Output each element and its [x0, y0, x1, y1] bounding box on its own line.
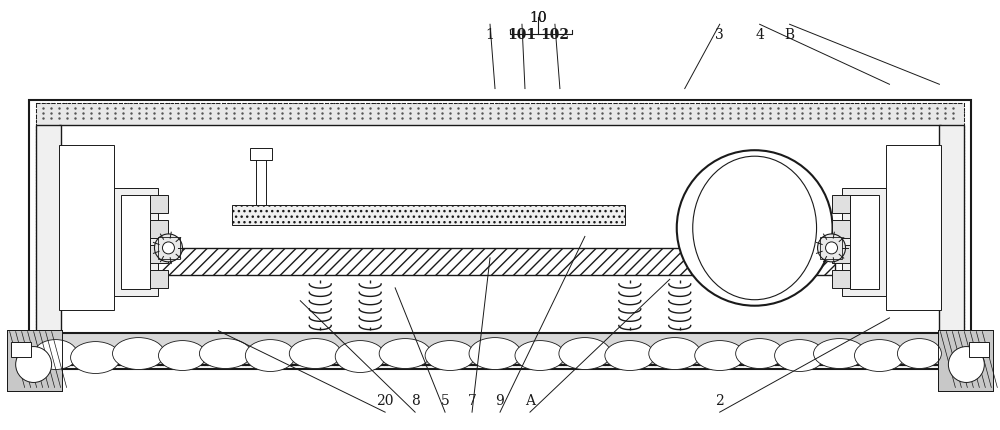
Ellipse shape [335, 341, 385, 372]
Text: 2: 2 [715, 394, 724, 408]
Ellipse shape [469, 338, 521, 369]
Bar [150, 220, 168, 238]
Text: 20: 20 [376, 394, 394, 408]
Bar [939, 125, 964, 333]
Bar [121, 195, 150, 289]
Ellipse shape [855, 340, 904, 372]
Text: 5: 5 [441, 394, 449, 408]
Ellipse shape [775, 340, 825, 372]
Bar [256, 155, 266, 205]
Ellipse shape [425, 341, 475, 371]
Bar [11, 341, 31, 356]
Text: 3: 3 [715, 28, 724, 42]
Bar [29, 333, 971, 365]
Bar [59, 145, 114, 310]
Ellipse shape [113, 338, 164, 369]
Text: 8: 8 [411, 394, 419, 408]
Bar [938, 330, 993, 391]
Bar [150, 270, 168, 288]
Bar [969, 341, 989, 356]
Text: 102: 102 [540, 28, 569, 42]
Circle shape [818, 234, 846, 262]
Bar [36, 125, 61, 333]
Ellipse shape [245, 340, 295, 372]
Bar [36, 103, 964, 365]
Ellipse shape [34, 340, 78, 369]
Ellipse shape [515, 341, 565, 371]
Bar [150, 195, 168, 213]
Circle shape [162, 242, 174, 254]
Ellipse shape [379, 338, 431, 369]
Text: 1: 1 [486, 28, 494, 42]
Bar [832, 195, 850, 213]
Bar [832, 270, 850, 288]
Circle shape [826, 242, 838, 254]
Circle shape [16, 347, 52, 382]
Text: 10: 10 [529, 11, 547, 25]
Bar [842, 188, 886, 296]
Bar [133, 248, 835, 275]
Bar [158, 237, 180, 259]
Bar [232, 205, 625, 225]
Ellipse shape [649, 338, 701, 369]
Bar [938, 330, 993, 391]
Text: 101: 101 [507, 28, 537, 42]
Text: B: B [785, 28, 795, 42]
Ellipse shape [695, 341, 745, 371]
Ellipse shape [736, 338, 784, 369]
Bar [114, 188, 158, 296]
Bar [832, 245, 850, 263]
Circle shape [677, 150, 833, 306]
Text: 9: 9 [496, 394, 504, 408]
Ellipse shape [71, 341, 121, 374]
Bar [59, 125, 941, 333]
Bar [150, 245, 168, 263]
Text: 10: 10 [529, 11, 547, 25]
Ellipse shape [199, 338, 251, 369]
Ellipse shape [897, 338, 941, 369]
Bar [7, 330, 62, 391]
Bar [29, 100, 971, 369]
Circle shape [154, 234, 182, 262]
Bar [832, 220, 850, 238]
Bar [820, 237, 842, 259]
Bar [7, 330, 62, 391]
Circle shape [948, 347, 984, 382]
Text: A: A [525, 394, 535, 408]
Bar [36, 103, 964, 133]
Bar [850, 195, 879, 289]
Ellipse shape [559, 338, 611, 369]
Text: 7: 7 [468, 394, 476, 408]
Ellipse shape [158, 341, 206, 371]
Text: 4: 4 [755, 28, 764, 42]
Ellipse shape [605, 341, 655, 371]
Bar [886, 145, 941, 310]
Ellipse shape [814, 338, 865, 369]
Bar [250, 148, 272, 160]
Ellipse shape [289, 338, 341, 369]
